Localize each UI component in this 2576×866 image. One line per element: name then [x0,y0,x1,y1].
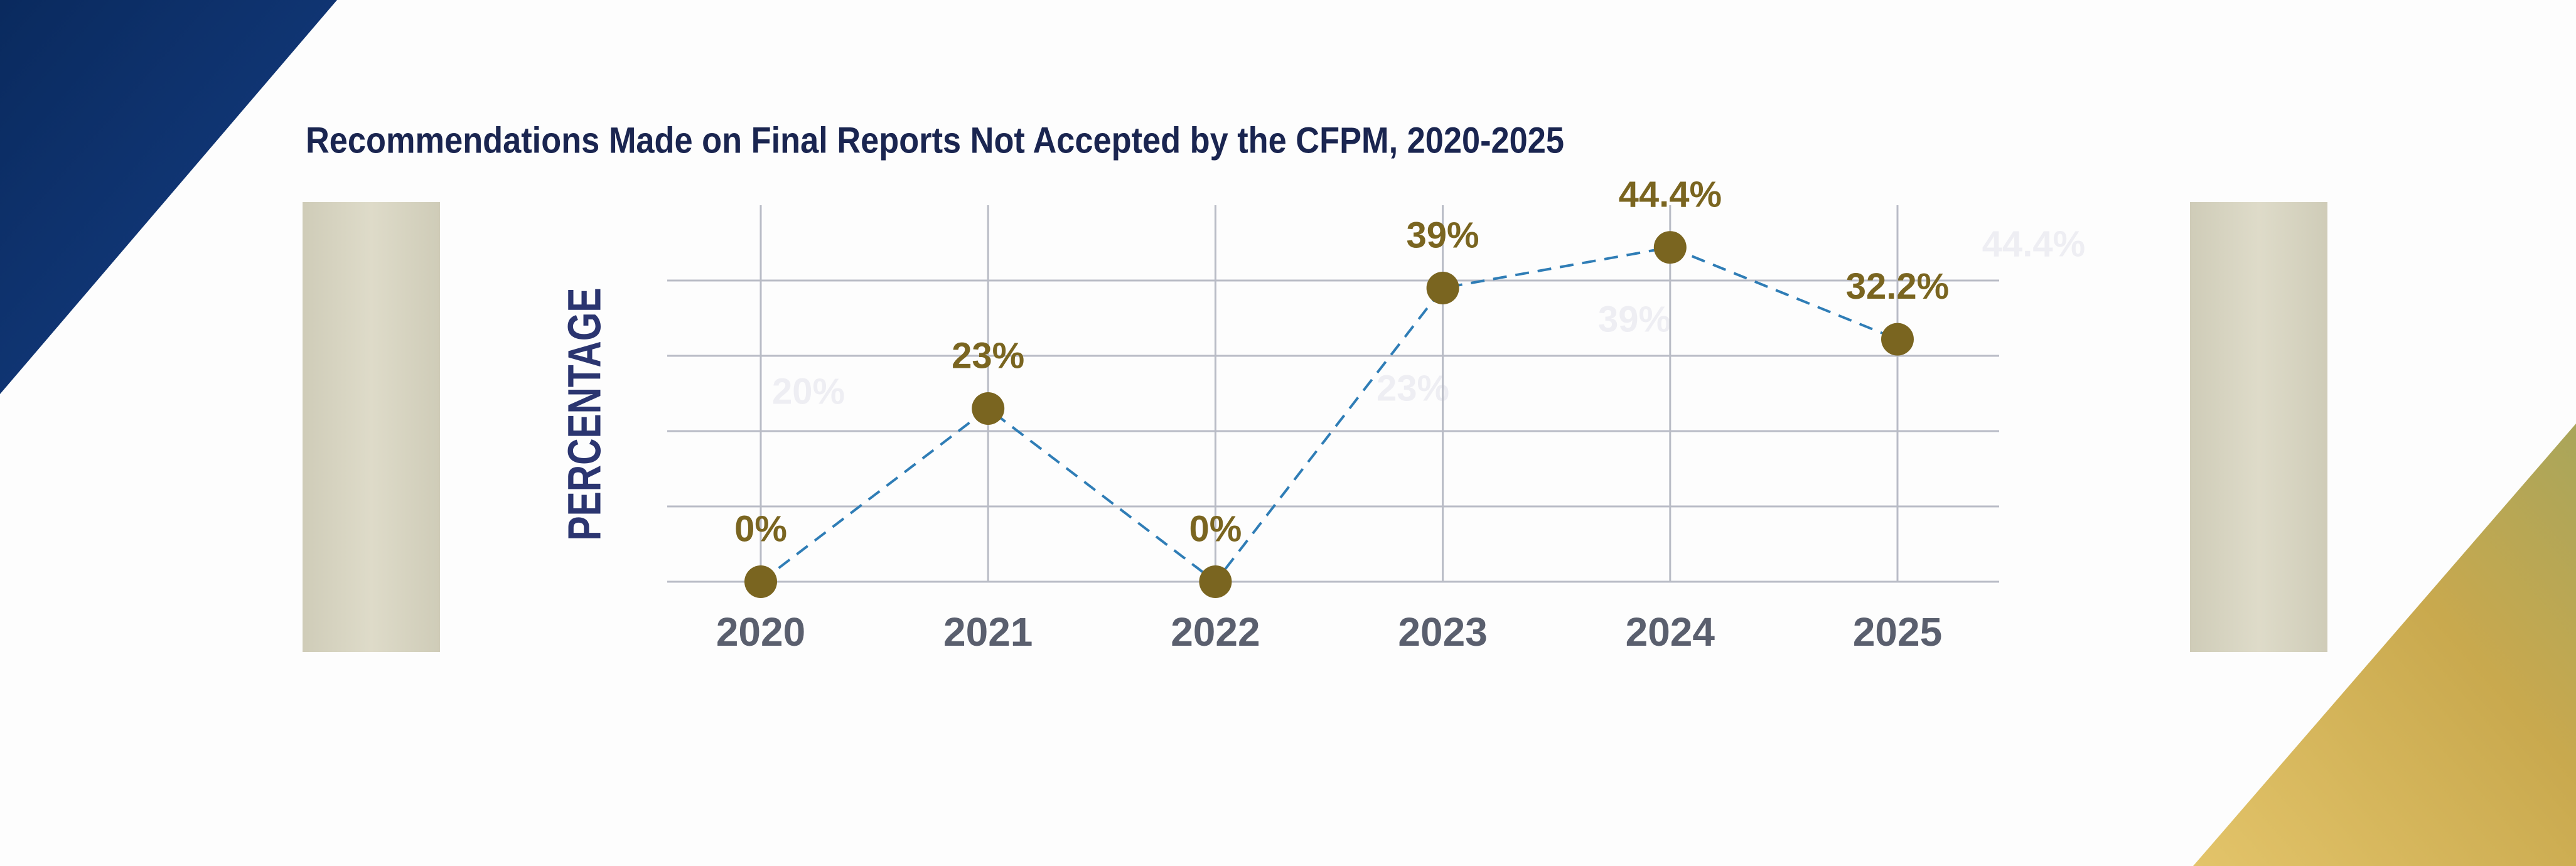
data-point [744,565,777,598]
watermark-label: 23% [1377,368,1449,409]
data-label: 0% [1189,508,1242,549]
data-label: 32.2% [1846,266,1949,307]
x-tick-label: 2021 [943,609,1033,655]
data-label: 39% [1407,215,1479,255]
y-axis-label: PERCENTAGE [559,288,611,541]
data-point [972,392,1005,425]
chart-title: Recommendations Made on Final Reports No… [306,120,1564,161]
x-tick-label: 2025 [1853,609,1942,655]
data-label: 44.4% [1619,174,1722,215]
data-point [1881,323,1914,356]
x-tick-label: 2020 [716,609,805,655]
corner-decoration [0,0,337,394]
data-label: 23% [952,335,1024,376]
watermark-label: 39% [1598,299,1671,339]
data-point [1199,565,1232,598]
data-label: 0% [734,508,787,549]
data-point [1653,231,1687,264]
data-line [759,246,1898,584]
x-tick-label: 2022 [1171,609,1260,655]
watermark-label: 44.4% [1982,223,2085,264]
side-panel [2190,202,2327,652]
x-tick-label: 2023 [1398,609,1487,655]
side-panel [303,202,440,652]
corner-decoration [2193,424,2576,866]
watermark-label: 20% [772,371,845,412]
data-point [1426,272,1459,304]
x-tick-label: 2024 [1626,609,1715,655]
